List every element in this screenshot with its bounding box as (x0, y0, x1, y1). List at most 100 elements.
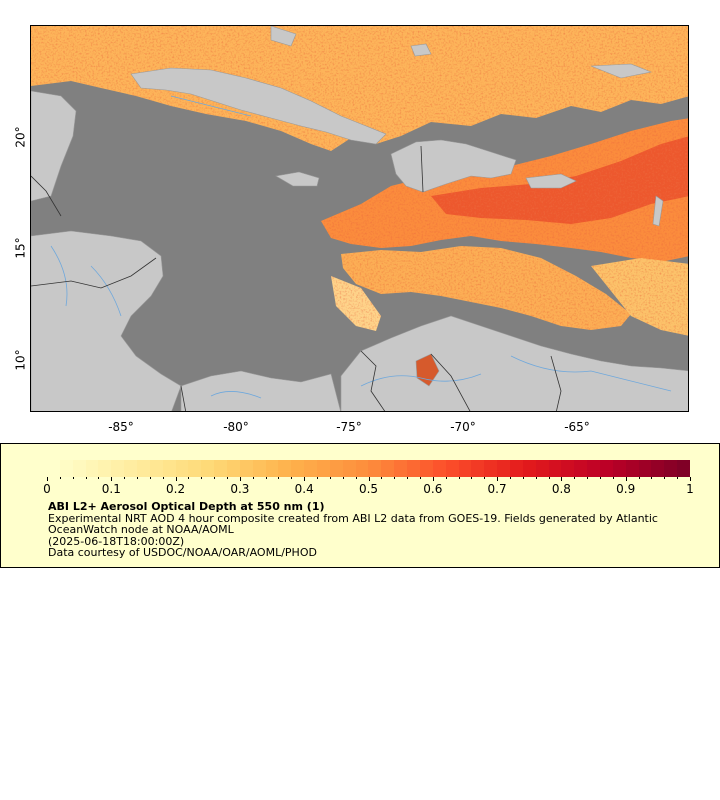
colorbar-step (265, 460, 279, 477)
colorbar-step (612, 460, 626, 477)
colorbar-step (394, 460, 408, 477)
colorbar-tick (59, 477, 61, 479)
colorbar-step (124, 460, 138, 477)
lat-label-10n: 10° (13, 349, 28, 371)
colorbar-step (484, 460, 498, 477)
borders-layer (31, 145, 562, 411)
land-south-america (340, 315, 688, 411)
lat-label-20n: 20° (13, 126, 28, 148)
colorbar-tick (599, 477, 601, 479)
colorbar-tick (329, 477, 331, 479)
colorbar-label: 0.4 (294, 482, 314, 496)
colorbar-label: 0.6 (423, 482, 443, 496)
colorbar-tick (278, 477, 280, 479)
colorbar-step (227, 460, 240, 477)
colorbar-tick (381, 477, 383, 479)
colorbar-step (149, 460, 163, 477)
colorbar-tick (149, 477, 151, 479)
land-cuba (130, 67, 387, 145)
colorbar-step (548, 460, 562, 477)
land-florida-keys (590, 63, 653, 79)
colorbar-step (47, 460, 60, 477)
lon-label-75w: -75° (336, 420, 362, 434)
colorbar-step (407, 460, 420, 477)
lon-label-70w: -70° (450, 420, 476, 434)
colorbar-step (304, 460, 318, 477)
legend-timestamp: (2025-06-18T18:00:00Z) (48, 534, 185, 548)
colorbar-label: 0.1 (101, 482, 121, 496)
colorbar-step (252, 460, 266, 477)
colorbar-step (162, 460, 176, 477)
colorbar-tick (368, 477, 370, 481)
colorbar-tick (227, 477, 229, 479)
colorbar-step (278, 460, 292, 477)
colorbar-tick (342, 477, 344, 479)
colorbar-step (638, 460, 652, 477)
colorbar-step (432, 460, 446, 477)
colorbar-step (291, 460, 305, 477)
land-puerto-rico (525, 173, 577, 189)
colorbar-step (381, 460, 395, 477)
colorbar-step (522, 460, 536, 477)
lon-label-80w: -80° (223, 420, 249, 434)
colorbar-tick (561, 477, 563, 481)
aod-plume-layer (31, 26, 688, 411)
colorbar-tick (201, 477, 203, 479)
colorbar-tick (265, 477, 267, 479)
lon-label-85w: -85° (108, 420, 134, 434)
colorbar-step (651, 460, 665, 477)
aod-map (30, 25, 689, 412)
legend-title: ABI L2+ Aerosol Optical Depth at 550 nm … (48, 500, 325, 513)
colorbar-label: 0.5 (358, 482, 379, 496)
lon-label-65w: -65° (564, 420, 590, 434)
colorbar-label: 0.3 (230, 482, 250, 496)
colorbar-step (458, 460, 472, 477)
colorbar-tick (535, 477, 537, 479)
colorbar-step (317, 460, 330, 477)
colorbar-tick (137, 477, 139, 479)
legend-credit: Data courtesy of USDOC/NOAA/OAR/AOML/PHO… (48, 546, 317, 559)
colorbar-tick (214, 477, 216, 479)
colorbar-step (677, 460, 690, 477)
colorbar-tick (574, 477, 576, 479)
colorbar-tick (548, 477, 550, 479)
colorbar-tick (625, 477, 627, 481)
colorbar-tick (47, 477, 48, 481)
colorbar-label: 0.2 (166, 482, 186, 496)
colorbar-step (111, 460, 125, 477)
colorbar-step (98, 460, 112, 477)
colorbar-step (201, 460, 215, 477)
colorbar-step (664, 460, 678, 477)
colorbar-tick (394, 477, 396, 479)
colorbar-tick (72, 477, 74, 479)
colorbar-ticks (47, 477, 691, 483)
colorbar-step (574, 460, 588, 477)
land-layer (31, 26, 688, 411)
colorbar-tick (458, 477, 460, 479)
colorbar-tick (355, 477, 357, 479)
colorbar-tick (162, 477, 164, 479)
colorbar-tick (690, 477, 691, 481)
colorbar-tick (587, 477, 589, 479)
colorbar-tick (497, 477, 499, 481)
colorbar-step (535, 460, 549, 477)
colorbar-step (59, 460, 73, 477)
colorbar (47, 460, 690, 477)
legend-text: ABI L2+ Aerosol Optical Depth at 550 nm … (48, 501, 698, 559)
colorbar-step (509, 460, 523, 477)
colorbar-tick (291, 477, 293, 479)
colorbar-step (561, 460, 575, 477)
aod-north-band (31, 26, 688, 151)
legend-description: Experimental NRT AOD 4 hour composite cr… (48, 511, 658, 536)
land-central-america (31, 230, 182, 411)
land-colombia-panama (180, 370, 341, 411)
colorbar-step (329, 460, 343, 477)
colorbar-step (214, 460, 228, 477)
land-yucatan (31, 90, 77, 202)
colorbar-tick (111, 477, 113, 481)
legend-panel: 0 0.1 0.2 0.3 0.4 0.5 0.6 0.7 0.8 0.9 1 ABI L2+ Ae… (0, 443, 720, 568)
land-jamaica (275, 171, 320, 187)
colorbar-tick (651, 477, 653, 479)
lat-label-15n: 15° (13, 237, 28, 259)
colorbar-tick (509, 477, 511, 479)
